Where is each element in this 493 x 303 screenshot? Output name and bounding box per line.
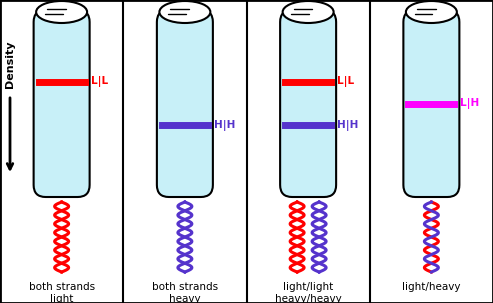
Text: Density: Density <box>5 41 15 88</box>
Ellipse shape <box>406 1 457 23</box>
FancyBboxPatch shape <box>157 10 213 197</box>
Text: L|H: L|H <box>460 98 480 109</box>
Ellipse shape <box>159 1 211 23</box>
FancyBboxPatch shape <box>280 10 336 197</box>
Text: H|H: H|H <box>337 120 358 131</box>
Text: L|L: L|L <box>91 76 108 87</box>
FancyBboxPatch shape <box>403 10 459 197</box>
FancyBboxPatch shape <box>34 10 90 197</box>
Text: H|H: H|H <box>214 120 235 131</box>
Ellipse shape <box>36 1 87 23</box>
Text: light/heavy: light/heavy <box>402 282 460 292</box>
Text: both strands
heavy: both strands heavy <box>152 282 218 303</box>
Text: both strands
light: both strands light <box>29 282 95 303</box>
Ellipse shape <box>282 1 334 23</box>
Text: L|L: L|L <box>337 76 354 87</box>
Text: light/light
heavy/heavy: light/light heavy/heavy <box>275 282 342 303</box>
